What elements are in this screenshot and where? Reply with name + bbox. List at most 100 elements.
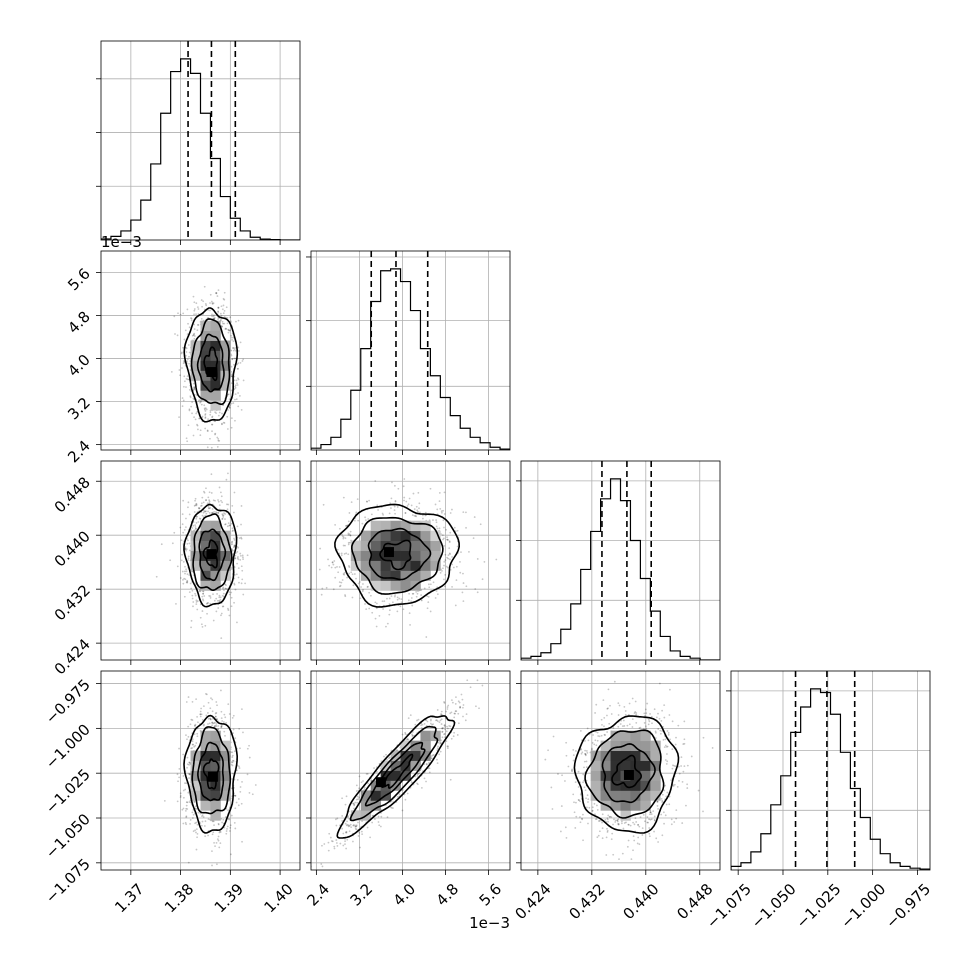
sample-point [439, 741, 442, 744]
sample-point [608, 815, 611, 818]
contour-line [183, 503, 238, 608]
panel-content [170, 285, 245, 449]
density-cell [200, 730, 211, 742]
sample-point [449, 725, 452, 728]
sample-point [481, 684, 484, 687]
sample-point [642, 813, 645, 816]
histogram-clip [731, 671, 930, 870]
contour-line [202, 758, 220, 790]
density-cell [430, 540, 441, 551]
sample-point [348, 512, 351, 514]
sample-point [674, 765, 677, 768]
sample-point [185, 815, 188, 818]
sample-point [648, 827, 651, 829]
sample-point [591, 806, 594, 809]
sample-point [632, 835, 635, 838]
sample-point [211, 416, 214, 419]
density-cell [620, 810, 631, 821]
sample-point [547, 749, 549, 752]
sample-point [343, 552, 346, 555]
sample-point [228, 713, 231, 715]
density-cell [610, 770, 621, 781]
sample-point [197, 308, 200, 310]
sample-point [227, 503, 230, 506]
sample-point [221, 720, 224, 722]
density-cell [600, 740, 611, 751]
sample-point [223, 713, 226, 716]
sample-point [236, 778, 239, 781]
sample-point [219, 596, 222, 599]
sample-point [211, 303, 214, 305]
sample-point [208, 722, 211, 725]
sample-point [226, 508, 229, 511]
sample-point [191, 589, 194, 592]
density-cell [390, 530, 401, 541]
density-cell [200, 780, 211, 791]
sample-point [221, 423, 223, 426]
sample-point [430, 718, 432, 721]
sample-point [638, 825, 641, 828]
sample-point [442, 519, 445, 522]
density-cell [400, 520, 411, 532]
sample-point [219, 830, 221, 833]
density-cell [210, 790, 221, 801]
sample-point [331, 561, 334, 564]
density-cell [220, 770, 231, 781]
sample-point [182, 578, 184, 581]
sample-point [639, 816, 642, 819]
sample-point [215, 725, 218, 728]
sample-point [659, 732, 662, 735]
sample-point [376, 504, 379, 507]
sample-point [185, 354, 187, 357]
sample-point [207, 507, 210, 510]
density-cell [390, 520, 401, 532]
sample-point [334, 576, 337, 579]
sample-point [204, 499, 207, 502]
sample-point [176, 800, 179, 803]
sample-point [434, 503, 437, 506]
density-cell [420, 730, 431, 742]
sample-point [390, 595, 393, 597]
sample-point [190, 570, 193, 573]
density-cell [220, 570, 231, 581]
sample-point [586, 727, 589, 730]
sample-point [191, 401, 194, 404]
scatter-panel-3-1: 2.4 3.2 4.0 4.8 5.6 [304, 670, 511, 910]
sample-point [454, 712, 456, 715]
sample-point [227, 409, 229, 411]
density-cell [420, 740, 431, 751]
sample-point [184, 782, 186, 785]
sample-point [648, 835, 651, 838]
sample-point [587, 798, 590, 801]
sample-point [217, 306, 220, 309]
sample-point [232, 728, 235, 731]
sample-point [442, 509, 445, 512]
sample-point [340, 581, 343, 584]
sample-point [202, 590, 205, 593]
sample-point [195, 302, 198, 305]
sample-point [224, 513, 227, 515]
sample-point [215, 842, 218, 844]
sample-point [354, 827, 357, 830]
sample-point [236, 367, 239, 370]
sample-point [225, 328, 228, 330]
sample-point [217, 839, 220, 842]
sample-point [232, 402, 235, 404]
sample-point [426, 607, 429, 610]
sample-point [624, 710, 627, 712]
sample-point [441, 727, 444, 730]
sample-point [191, 817, 194, 819]
sample-point [441, 570, 443, 572]
y-tick-label: −1.000 [42, 720, 94, 772]
density-cell [210, 730, 221, 742]
sample-point [653, 830, 655, 833]
sample-point [217, 835, 220, 838]
sample-point [194, 592, 196, 595]
sample-point [669, 738, 671, 741]
sample-point [230, 334, 233, 337]
sample-point [425, 763, 428, 765]
sample-point [354, 824, 356, 827]
sample-point [233, 348, 236, 351]
sample-point [446, 706, 449, 708]
density-cell [650, 780, 661, 791]
